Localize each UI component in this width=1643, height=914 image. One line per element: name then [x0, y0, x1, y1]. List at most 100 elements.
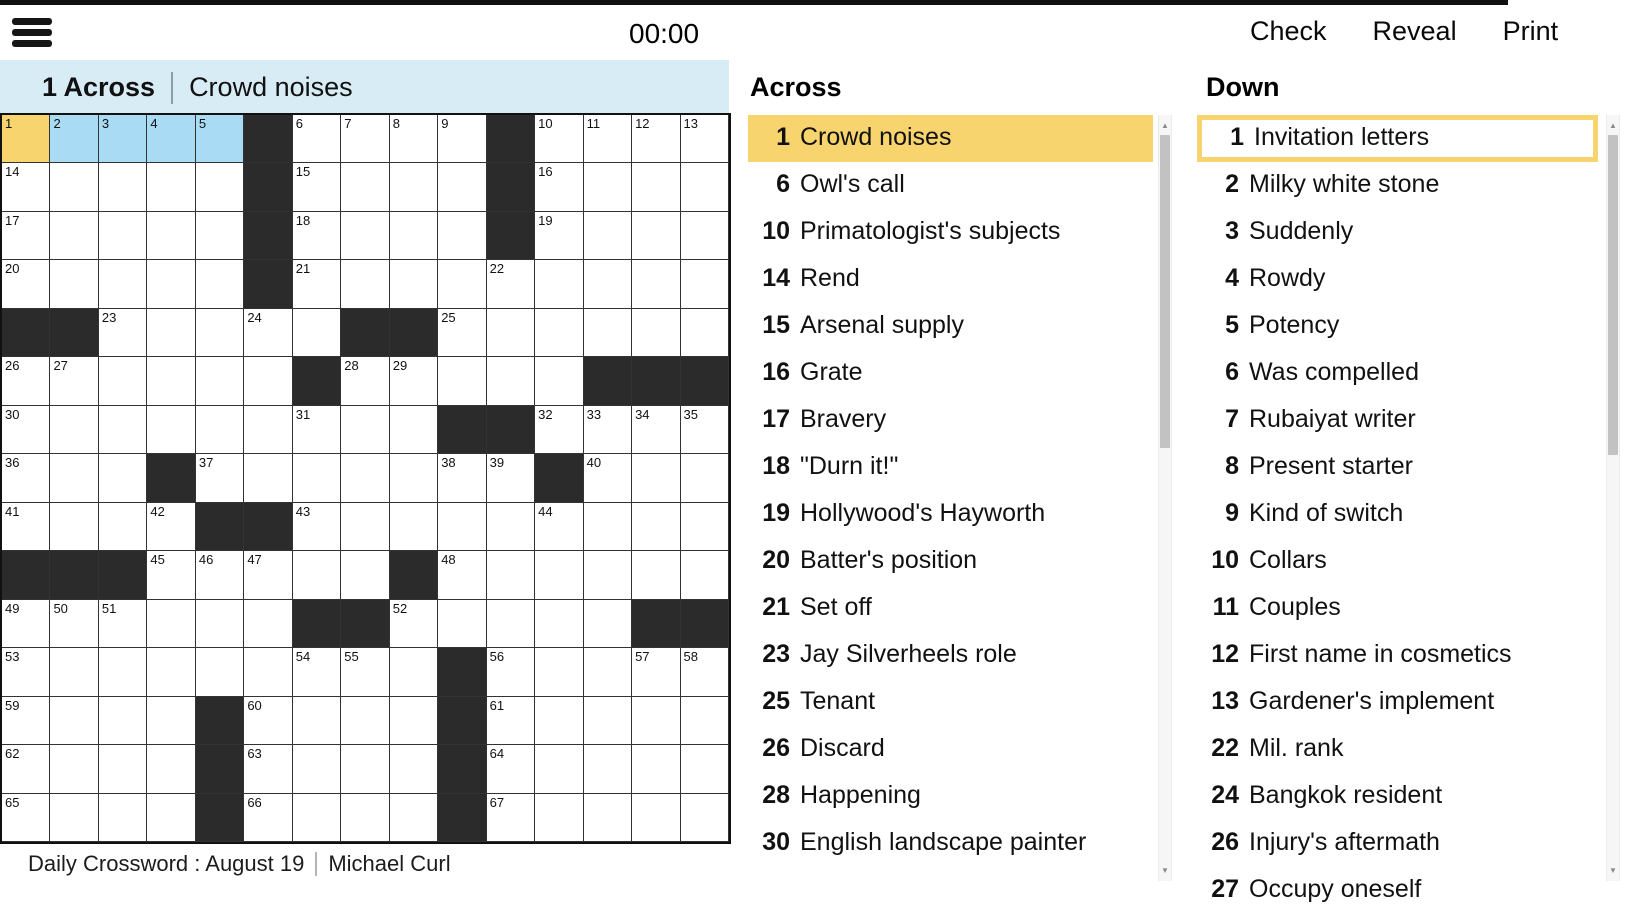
down-clue-11[interactable]: 11 Couples: [1197, 585, 1598, 632]
grid-cell-r8c6[interactable]: [244, 454, 293, 503]
grid-cell-r12c14[interactable]: 57: [632, 648, 681, 697]
grid-cell-r5c6[interactable]: 24: [244, 308, 293, 358]
across-clue-18[interactable]: 18 "Durn it!": [748, 444, 1153, 491]
grid-cell-r6c1[interactable]: 26: [2, 357, 51, 406]
grid-cell-r1c8[interactable]: 7: [341, 115, 390, 164]
grid-cell-r4c7[interactable]: 21: [292, 260, 342, 309]
grid-cell-r5c13[interactable]: [583, 308, 633, 358]
grid-cell-r6c10[interactable]: [438, 357, 487, 406]
grid-cell-r15c14[interactable]: [632, 793, 681, 842]
check-button[interactable]: Check: [1250, 16, 1327, 46]
down-clue-24[interactable]: 24 Bangkok resident: [1197, 773, 1598, 820]
grid-cell-r12c3[interactable]: [98, 648, 148, 697]
grid-cell-r15c3[interactable]: [98, 793, 148, 842]
grid-cell-r3c13[interactable]: [583, 211, 633, 261]
grid-cell-r7c8[interactable]: [341, 405, 390, 455]
grid-cell-r12c13[interactable]: [583, 648, 633, 697]
down-scrollbar-thumb[interactable]: [1608, 135, 1618, 455]
grid-cell-r3c5[interactable]: [195, 211, 245, 261]
grid-cell-r1c3[interactable]: 3: [98, 115, 148, 164]
down-clue-7[interactable]: 7 Rubaiyat writer: [1197, 397, 1598, 444]
grid-cell-r6c6[interactable]: [244, 357, 293, 406]
grid-cell-r1c4[interactable]: 4: [147, 115, 196, 164]
grid-cell-r12c1[interactable]: 53: [2, 648, 51, 697]
grid-cell-r4c10[interactable]: [438, 260, 487, 309]
down-clue-27[interactable]: 27 Occupy oneself: [1197, 867, 1598, 914]
grid-cell-r4c8[interactable]: [341, 260, 390, 309]
grid-cell-r3c15[interactable]: [680, 211, 729, 261]
grid-cell-r2c2[interactable]: [50, 163, 99, 212]
grid-cell-r12c15[interactable]: 58: [680, 648, 729, 697]
grid-cell-r4c11[interactable]: 22: [486, 260, 536, 309]
grid-cell-r13c6[interactable]: 60: [244, 696, 293, 746]
down-clue-22[interactable]: 22 Mil. rank: [1197, 726, 1598, 773]
grid-cell-r8c10[interactable]: 38: [438, 454, 487, 503]
grid-cell-r2c10[interactable]: [438, 163, 487, 212]
grid-cell-r12c6[interactable]: [244, 648, 293, 697]
grid-cell-r2c4[interactable]: [147, 163, 196, 212]
grid-cell-r12c4[interactable]: [147, 648, 196, 697]
grid-cell-r9c15[interactable]: [680, 502, 729, 552]
grid-cell-r8c1[interactable]: 36: [2, 454, 51, 503]
grid-cell-r14c4[interactable]: [147, 745, 196, 794]
grid-cell-r4c1[interactable]: 20: [2, 260, 51, 309]
grid-cell-r7c14[interactable]: 34: [632, 405, 681, 455]
down-clue-8[interactable]: 8 Present starter: [1197, 444, 1598, 491]
grid-cell-r7c4[interactable]: [147, 405, 196, 455]
grid-cell-r4c9[interactable]: [389, 260, 439, 309]
across-clue-10[interactable]: 10 Primatologist's subjects: [748, 209, 1153, 256]
grid-cell-r3c12[interactable]: 19: [535, 211, 584, 261]
grid-cell-r5c4[interactable]: [147, 308, 196, 358]
grid-cell-r2c12[interactable]: 16: [535, 163, 584, 212]
down-clue-26[interactable]: 26 Injury's aftermath: [1197, 820, 1598, 867]
grid-cell-r8c3[interactable]: [98, 454, 148, 503]
grid-cell-r1c9[interactable]: 8: [389, 115, 439, 164]
grid-cell-r2c15[interactable]: [680, 163, 729, 212]
grid-cell-r2c3[interactable]: [98, 163, 148, 212]
across-clue-26[interactable]: 26 Discard: [748, 726, 1153, 773]
grid-cell-r3c10[interactable]: [438, 211, 487, 261]
menu-hamburger-icon[interactable]: [12, 18, 52, 47]
grid-cell-r15c15[interactable]: [680, 793, 729, 842]
print-button[interactable]: Print: [1502, 16, 1559, 46]
grid-cell-r2c13[interactable]: [583, 163, 633, 212]
grid-cell-r9c11[interactable]: [486, 502, 536, 552]
grid-cell-r13c12[interactable]: [535, 696, 584, 746]
grid-cell-r11c12[interactable]: [535, 599, 584, 649]
grid-cell-r6c8[interactable]: 28: [341, 357, 390, 406]
grid-cell-r8c9[interactable]: [389, 454, 439, 503]
grid-cell-r1c2[interactable]: 2: [50, 115, 99, 164]
down-clue-1[interactable]: 1 Invitation letters: [1197, 115, 1598, 162]
grid-cell-r13c14[interactable]: [632, 696, 681, 746]
grid-cell-r12c8[interactable]: 55: [341, 648, 390, 697]
grid-cell-r4c15[interactable]: [680, 260, 729, 309]
grid-cell-r14c15[interactable]: [680, 745, 729, 794]
grid-cell-r14c9[interactable]: [389, 745, 439, 794]
grid-cell-r7c9[interactable]: [389, 405, 439, 455]
down-clue-10[interactable]: 10 Collars: [1197, 538, 1598, 585]
grid-cell-r6c12[interactable]: [535, 357, 584, 406]
grid-cell-r7c3[interactable]: [98, 405, 148, 455]
grid-cell-r1c13[interactable]: 11: [583, 115, 633, 164]
grid-cell-r1c15[interactable]: 13: [680, 115, 729, 164]
grid-cell-r15c4[interactable]: [147, 793, 196, 842]
grid-cell-r14c2[interactable]: [50, 745, 99, 794]
grid-cell-r7c15[interactable]: 35: [680, 405, 729, 455]
grid-cell-r8c15[interactable]: [680, 454, 729, 503]
grid-cell-r3c9[interactable]: [389, 211, 439, 261]
grid-cell-r6c9[interactable]: 29: [389, 357, 439, 406]
across-clue-21[interactable]: 21 Set off: [748, 585, 1153, 632]
across-clue-19[interactable]: 19 Hollywood's Hayworth: [748, 491, 1153, 538]
grid-cell-r7c12[interactable]: 32: [535, 405, 584, 455]
grid-cell-r7c1[interactable]: 30: [2, 405, 51, 455]
grid-cell-r7c13[interactable]: 33: [583, 405, 633, 455]
grid-cell-r14c8[interactable]: [341, 745, 390, 794]
grid-cell-r15c6[interactable]: 66: [244, 793, 293, 842]
down-clue-9[interactable]: 9 Kind of switch: [1197, 491, 1598, 538]
down-scrollbar[interactable]: ▲ ▼: [1606, 115, 1620, 881]
grid-cell-r15c12[interactable]: [535, 793, 584, 842]
grid-cell-r12c5[interactable]: [195, 648, 245, 697]
down-clue-6[interactable]: 6 Was compelled: [1197, 350, 1598, 397]
grid-cell-r3c7[interactable]: 18: [292, 211, 342, 261]
grid-cell-r12c11[interactable]: 56: [486, 648, 536, 697]
